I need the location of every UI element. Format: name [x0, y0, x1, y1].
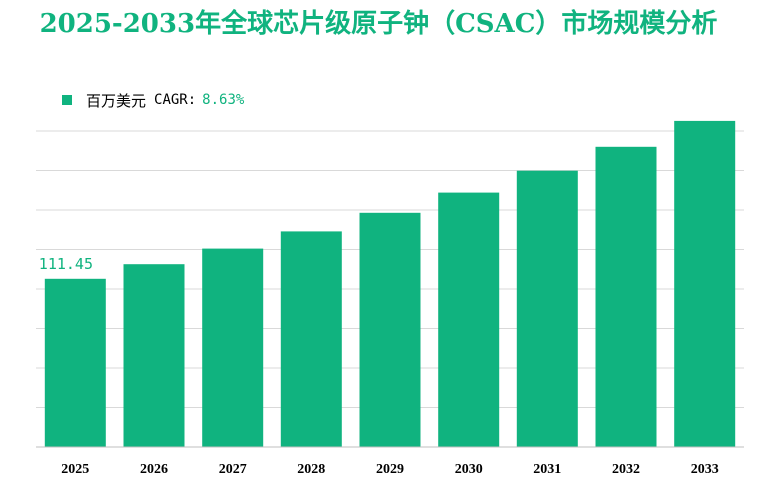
bar-2025	[44, 278, 106, 447]
chart-title: 2025-2033年全球芯片级原子钟（CSAC）市场规模分析	[39, 9, 718, 39]
data-label-2025: 111.45	[39, 255, 93, 273]
bar-2026	[123, 264, 185, 447]
legend-cagr-value: 8.63%	[202, 92, 245, 108]
x-tick-label-2026: 2026	[140, 462, 168, 477]
x-tick-label-2029: 2029	[376, 462, 404, 477]
x-tick-label-2027: 2027	[219, 462, 247, 477]
x-tick-label-2033: 2033	[691, 462, 719, 477]
bar-2032	[595, 146, 657, 448]
bar-2029	[359, 212, 421, 447]
x-tick-label-2032: 2032	[612, 462, 640, 477]
bar-2030	[438, 192, 500, 447]
x-tick-label-2030: 2030	[455, 462, 483, 477]
bar-2031	[516, 170, 578, 447]
legend-cagr-label: CAGR:	[154, 92, 197, 108]
bar-2027	[202, 248, 264, 447]
legend-swatch	[62, 95, 72, 105]
x-tick-label-2031: 2031	[533, 462, 561, 477]
bars	[44, 120, 736, 448]
x-axis-ticks: 2025 2026 2027 2028 2029 2030 2031 2032 2033	[61, 462, 718, 477]
bar-2033	[674, 120, 736, 448]
bar-2028	[280, 231, 342, 447]
x-tick-label-2025: 2025	[61, 462, 89, 477]
x-tick-label-2028: 2028	[297, 462, 325, 477]
legend: 百万美元 CAGR: 8.63%	[62, 90, 244, 110]
data-labels: 111.45	[39, 255, 93, 273]
legend-label: 百万美元	[86, 91, 147, 110]
